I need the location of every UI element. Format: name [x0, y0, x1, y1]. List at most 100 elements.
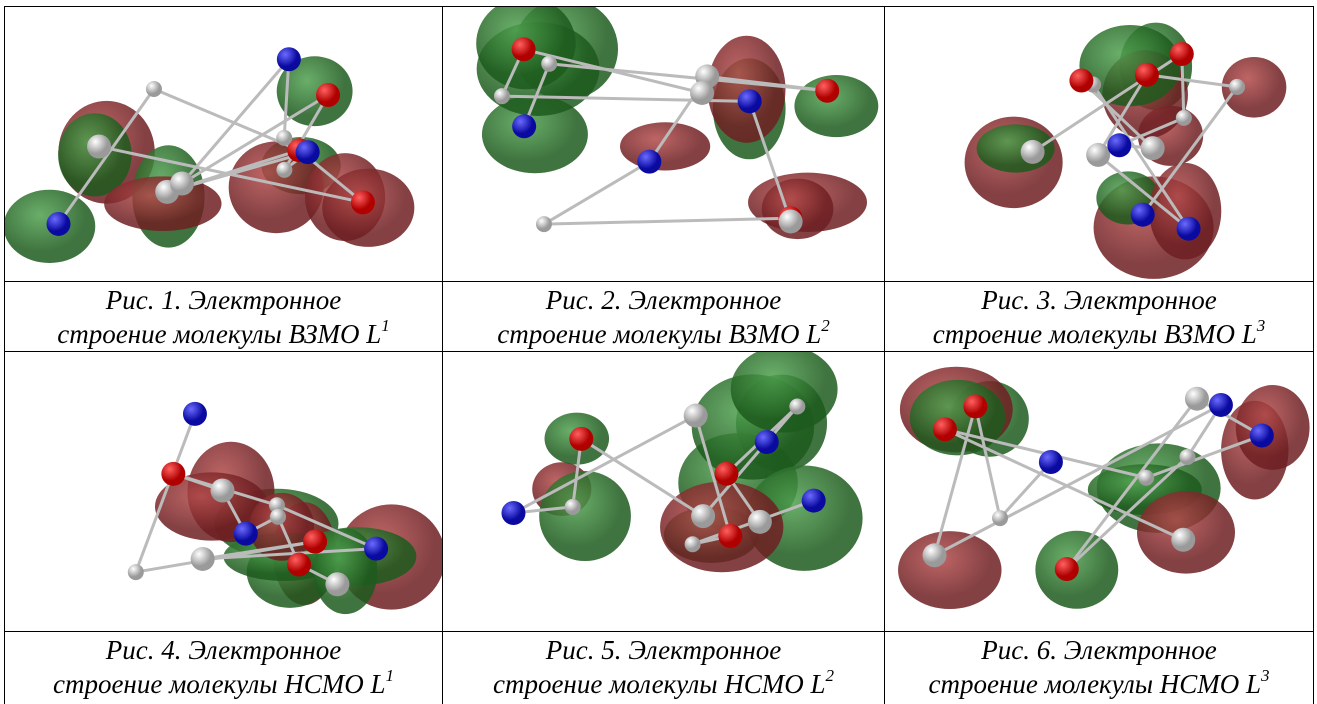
caption-line: Рис. 3. Электронное — [981, 285, 1216, 315]
atom — [1039, 450, 1063, 474]
atom — [963, 394, 987, 418]
atom — [536, 216, 552, 232]
atom — [691, 504, 715, 528]
orbital-image — [442, 6, 885, 282]
atom — [802, 489, 826, 513]
atom — [738, 89, 762, 113]
orbital-render — [443, 352, 884, 631]
atom — [1209, 393, 1233, 417]
orbital-image — [442, 351, 885, 632]
atom — [1170, 42, 1194, 66]
orbital-lobe — [910, 380, 1005, 456]
atom — [191, 547, 215, 571]
caption: Рис. 1. Электронное строение молекулы ВЗМ… — [4, 281, 443, 352]
caption: Рис. 2. Электронноестроение молекулы ВЗМ… — [442, 281, 885, 352]
atom — [183, 402, 207, 426]
atom — [270, 509, 286, 525]
orbital-lobe — [708, 36, 786, 143]
caption: Рис. 5. Электронное строение молекулы НСМ… — [442, 631, 885, 704]
atom — [512, 37, 536, 61]
atom — [170, 172, 194, 196]
atom — [541, 56, 557, 72]
orbital-lobe — [539, 471, 631, 561]
atom — [1107, 133, 1131, 157]
atom — [789, 399, 805, 415]
orbital-image — [4, 6, 443, 282]
atom — [714, 462, 738, 486]
atom — [569, 427, 593, 451]
orbital-render — [885, 7, 1313, 281]
atom — [755, 430, 779, 454]
superscript: 3 — [1261, 666, 1270, 685]
atom — [1171, 528, 1195, 552]
superscript: 2 — [826, 666, 835, 685]
atom — [685, 536, 701, 552]
bond — [544, 218, 790, 224]
atom — [1229, 79, 1245, 95]
atom — [992, 510, 1008, 526]
orbital-image — [4, 351, 443, 632]
atom — [1055, 557, 1079, 581]
caption-line: строение молекулы НСМО L — [928, 669, 1261, 699]
atom — [779, 209, 803, 233]
atom — [146, 81, 162, 97]
atom — [47, 212, 71, 236]
caption-line: строение молекулы ВЗМО L — [933, 319, 1257, 349]
atom — [512, 114, 536, 138]
atom — [276, 162, 292, 178]
superscript: 1 — [386, 666, 395, 685]
superscript: 3 — [1257, 316, 1266, 335]
atom — [1021, 140, 1045, 164]
orbital-image — [884, 6, 1314, 282]
atom — [1131, 203, 1155, 227]
atom — [923, 543, 947, 567]
atom — [637, 150, 661, 174]
atom — [501, 501, 525, 525]
atom — [234, 522, 258, 546]
atom — [1185, 387, 1209, 411]
atom — [277, 47, 301, 71]
orbital-render — [443, 7, 884, 281]
caption-line: строение молекулы ВЗМО L — [57, 319, 381, 349]
atom — [1250, 424, 1274, 448]
caption-line: строение молекулы НСМО L — [493, 669, 826, 699]
atom — [1141, 136, 1165, 160]
atom — [87, 134, 111, 158]
atom — [128, 564, 144, 580]
atom — [303, 530, 327, 554]
atom — [1135, 63, 1159, 87]
caption: Рис. 3. Электронное строение молекулы ВЗМ… — [884, 281, 1314, 352]
orbital-lobe — [1149, 163, 1221, 259]
atom — [1138, 470, 1154, 486]
atom — [210, 479, 234, 503]
caption-line: Рис. 4. Электронное — [106, 635, 341, 665]
atom — [565, 499, 581, 515]
atom — [296, 140, 320, 164]
atom — [718, 524, 742, 548]
orbital-lobe — [898, 531, 1001, 609]
caption: Рис. 6. Электронное строение молекулы НСМ… — [884, 631, 1314, 704]
caption-line: Рис. 5. Электронное — [546, 635, 781, 665]
atom — [276, 130, 292, 146]
caption-line: строение молекулы НСМО L — [53, 669, 386, 699]
caption-line: Рис. 1. Электронное — [106, 285, 341, 315]
atom — [1069, 69, 1093, 93]
atom — [815, 79, 839, 103]
caption-line: Рис. 6. Электронное — [981, 635, 1216, 665]
atom — [287, 553, 311, 577]
atom — [364, 537, 388, 561]
atom — [933, 417, 957, 441]
orbital-render — [5, 7, 442, 281]
atom — [684, 404, 708, 428]
orbital-image — [884, 351, 1314, 632]
bond — [544, 162, 649, 225]
superscript: 1 — [381, 316, 390, 335]
caption-line: Рис. 2. Электронное — [546, 285, 781, 315]
atom — [1086, 143, 1110, 167]
atom — [748, 510, 772, 534]
caption: Рис. 4. Электронное строение молекулы НСМ… — [4, 631, 443, 704]
atom — [494, 88, 510, 104]
orbital-lobe — [620, 122, 710, 170]
atom — [325, 572, 349, 596]
orbital-render — [5, 352, 442, 631]
